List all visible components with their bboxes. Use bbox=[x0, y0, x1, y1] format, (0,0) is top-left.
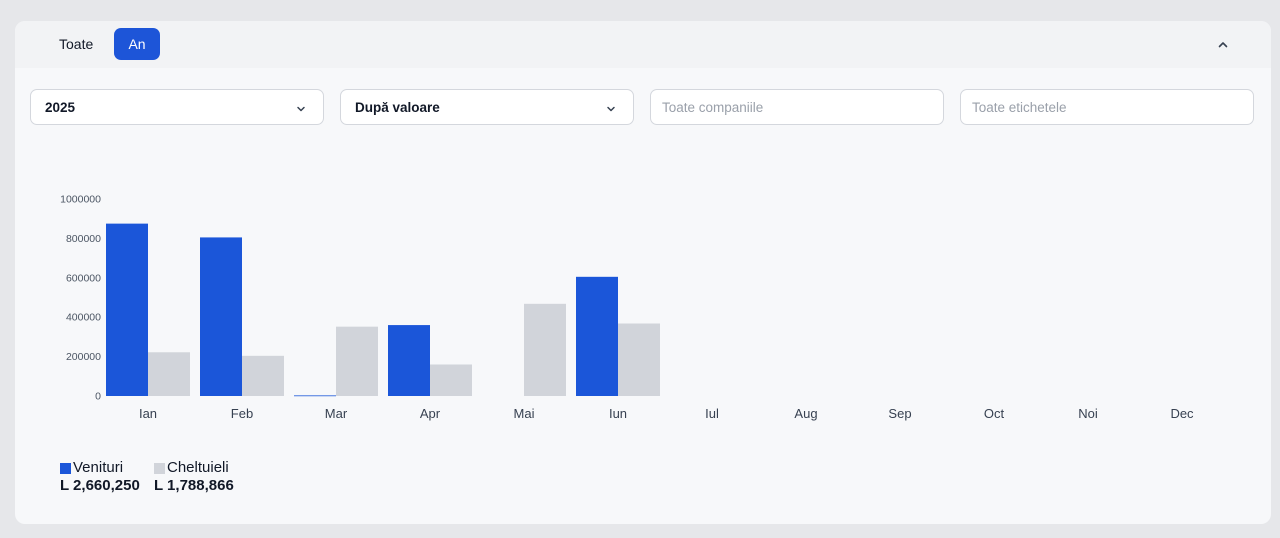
bar-expenses bbox=[148, 352, 190, 396]
x-axis: Ian Feb Mar Apr Mai Iun Iul Aug Sep Oct Noi Dec bbox=[139, 406, 1194, 421]
x-tick-label: Dec bbox=[1170, 406, 1194, 421]
year-select[interactable]: 2025 bbox=[30, 89, 324, 125]
bar-revenue bbox=[294, 395, 336, 397]
bar-expenses bbox=[336, 326, 378, 396]
legend-total-revenue: L 2,660,250 bbox=[60, 477, 140, 494]
sort-select[interactable]: După valoare bbox=[340, 89, 634, 125]
tab-all[interactable]: Toate bbox=[59, 36, 94, 52]
y-axis: 0 200000 400000 600000 800000 1000000 bbox=[60, 194, 101, 403]
legend-label-revenue: Venituri bbox=[73, 459, 124, 476]
bar-expenses bbox=[242, 355, 284, 396]
legend-swatch-revenue bbox=[60, 463, 71, 474]
bar-revenue bbox=[388, 325, 430, 396]
y-tick-label: 400000 bbox=[66, 312, 101, 324]
bar-revenue bbox=[576, 276, 618, 396]
y-tick-label: 600000 bbox=[66, 272, 101, 284]
x-tick-label: Feb bbox=[231, 406, 253, 421]
legend-swatch-expenses bbox=[154, 463, 165, 474]
x-tick-label: Sep bbox=[888, 406, 911, 421]
bar-expenses bbox=[430, 364, 472, 396]
x-tick-label: Apr bbox=[420, 406, 441, 421]
y-tick-label: 200000 bbox=[66, 351, 101, 363]
tags-input[interactable] bbox=[961, 90, 1253, 124]
bar-revenue bbox=[106, 223, 148, 396]
y-tick-label: 800000 bbox=[66, 233, 101, 245]
period-toolbar: Toate An bbox=[15, 21, 1271, 68]
x-tick-label: Iun bbox=[609, 406, 627, 421]
chevron-up-icon[interactable] bbox=[1213, 35, 1233, 55]
companies-input[interactable] bbox=[651, 90, 943, 124]
bar-revenue bbox=[200, 237, 242, 396]
tags-filter[interactable] bbox=[960, 89, 1254, 125]
bar-expenses bbox=[524, 303, 566, 396]
y-tick-label: 0 bbox=[95, 391, 101, 403]
x-tick-label: Aug bbox=[794, 406, 817, 421]
legend-total-expenses: L 1,788,866 bbox=[154, 477, 234, 494]
legend-label-expenses: Cheltuieli bbox=[167, 459, 229, 476]
y-tick-label: 1000000 bbox=[60, 194, 101, 206]
x-tick-label: Ian bbox=[139, 406, 157, 421]
bar-expenses bbox=[618, 323, 660, 396]
chevron-down-icon bbox=[295, 102, 307, 114]
x-tick-label: Oct bbox=[984, 406, 1005, 421]
sort-select-value: După valoare bbox=[355, 100, 440, 115]
bars bbox=[106, 223, 660, 397]
x-tick-label: Iul bbox=[705, 406, 719, 421]
monthly-bar-chart: 0 200000 400000 600000 800000 1000000 Ian Feb M… bbox=[60, 194, 1194, 422]
companies-filter[interactable] bbox=[650, 89, 944, 125]
x-tick-label: Mai bbox=[514, 406, 535, 421]
x-tick-label: Noi bbox=[1078, 406, 1098, 421]
year-select-value: 2025 bbox=[45, 100, 76, 115]
x-tick-label: Mar bbox=[325, 406, 348, 421]
revenue-expenses-card: Toate An 2025 După valoare 0 200000 400000… bbox=[15, 21, 1271, 524]
tab-year[interactable]: An bbox=[114, 28, 160, 60]
chevron-down-icon bbox=[605, 102, 617, 114]
